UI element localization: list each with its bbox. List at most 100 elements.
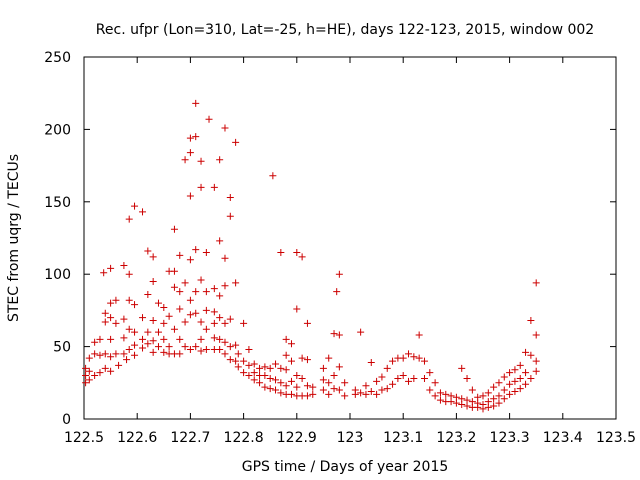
data-point (272, 360, 280, 368)
data-point (107, 335, 115, 343)
data-point (426, 386, 434, 394)
data-point (447, 398, 455, 406)
data-point (100, 269, 108, 277)
data-point (181, 343, 189, 351)
x-axis-label: GPS time / Days of year 2015 (242, 459, 449, 475)
data-point (125, 296, 133, 304)
data-point (216, 335, 224, 343)
data-point (293, 248, 301, 256)
data-point (373, 377, 381, 385)
data-point (82, 379, 90, 387)
data-point (495, 379, 503, 387)
data-point (367, 387, 375, 395)
y-axis-label: STEC from uqrg / TECUs (6, 154, 22, 322)
data-point (330, 372, 338, 380)
data-point (490, 395, 498, 403)
data-point (240, 369, 248, 377)
data-point (431, 379, 439, 387)
data-point (101, 350, 109, 358)
data-point (532, 357, 540, 365)
data-point (216, 292, 224, 300)
data-point (186, 296, 194, 304)
data-point (120, 334, 128, 342)
data-point (511, 366, 519, 374)
data-point (221, 124, 229, 132)
data-point (176, 335, 184, 343)
data-point (389, 380, 397, 388)
data-point (210, 285, 218, 293)
data-point (287, 390, 295, 398)
data-point (170, 325, 178, 333)
data-point (96, 335, 104, 343)
data-point (197, 276, 205, 284)
data-point (181, 156, 189, 164)
data-point (298, 354, 306, 362)
y-tick-label: 200 (44, 122, 71, 138)
data-point (101, 364, 109, 372)
data-point (277, 364, 285, 372)
data-point (112, 296, 120, 304)
data-point (144, 247, 152, 255)
data-point (410, 353, 418, 361)
data-point (107, 367, 115, 375)
data-point (378, 386, 386, 394)
data-point (319, 364, 327, 372)
data-point (261, 372, 269, 380)
data-point (463, 374, 471, 382)
data-point (186, 134, 194, 142)
data-point (96, 351, 104, 359)
data-point (186, 192, 194, 200)
data-point (131, 351, 139, 359)
data-point (293, 383, 301, 391)
x-tick-label: 123 (337, 430, 364, 446)
data-point (516, 385, 524, 393)
y-axis: 0 50 100 150 200 250 (44, 50, 616, 428)
data-point (335, 331, 343, 339)
data-point (226, 343, 234, 351)
data-point (112, 319, 120, 327)
data-point (82, 372, 90, 380)
data-point (181, 279, 189, 287)
data-point (495, 399, 503, 407)
data-point (149, 348, 157, 356)
y-tick-label: 100 (44, 267, 71, 283)
x-tick-label: 123.1 (383, 430, 423, 446)
data-point (282, 366, 290, 374)
data-point (357, 389, 365, 397)
data-point (221, 282, 229, 290)
data-point (192, 343, 200, 351)
data-point (490, 383, 498, 391)
data-point (511, 377, 519, 385)
data-point (96, 369, 104, 377)
data-point (160, 335, 168, 343)
data-point (277, 389, 285, 397)
data-point (216, 237, 224, 245)
data-point (123, 356, 131, 364)
data-point (269, 172, 277, 180)
data-point (303, 392, 311, 400)
data-point (107, 299, 115, 307)
data-point (210, 334, 218, 342)
x-tick-label: 122.7 (170, 430, 210, 446)
data-point (479, 392, 487, 400)
data-point (303, 356, 311, 364)
data-point (165, 343, 173, 351)
data-point (266, 364, 274, 372)
data-point (186, 345, 194, 353)
data-point (160, 304, 168, 312)
chart-title: Rec. ufpr (Lon=310, Lat=-25, h=HE), days… (96, 22, 594, 38)
data-point (112, 350, 120, 358)
data-point (120, 315, 128, 323)
data-point (426, 369, 434, 377)
data-point (500, 386, 508, 394)
data-point (131, 341, 139, 349)
data-point (131, 301, 139, 309)
data-point (186, 256, 194, 264)
data-point (149, 337, 157, 345)
data-point (250, 360, 258, 368)
data-point (139, 314, 147, 322)
data-point (277, 379, 285, 387)
data-point (261, 363, 269, 371)
data-point (91, 338, 99, 346)
data-point (216, 156, 224, 164)
